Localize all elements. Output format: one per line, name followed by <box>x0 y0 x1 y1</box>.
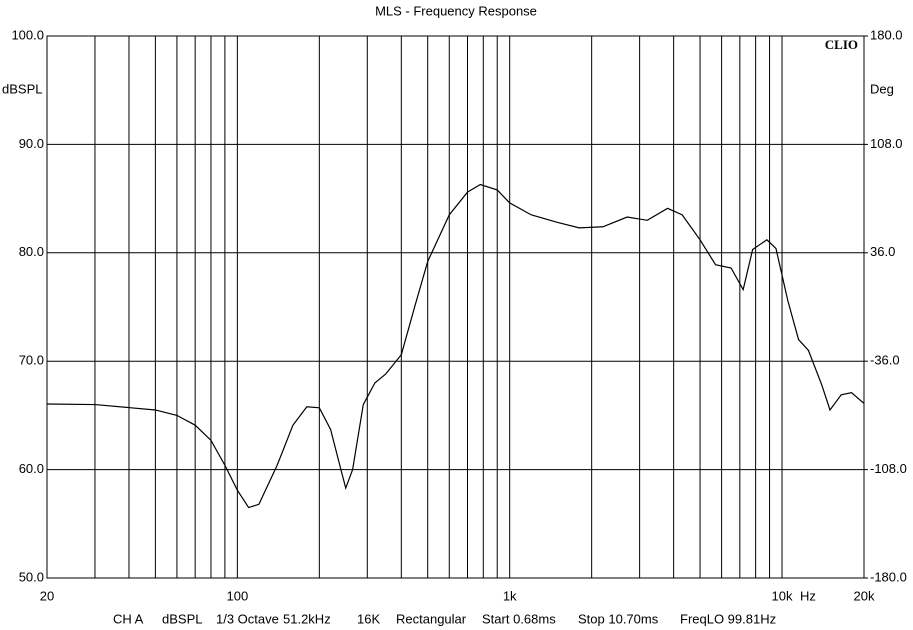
y2-tick-label: 108.0 <box>870 136 903 151</box>
footer-info: Stop 10.70ms <box>578 611 659 626</box>
x-tick-label: 20k <box>854 588 875 603</box>
footer-info: 1/3 Octave <box>216 611 279 626</box>
y-tick-label: 100.0 <box>11 27 44 42</box>
footer-info: Rectangular <box>396 611 467 626</box>
y-tick-label: 90.0 <box>19 136 44 151</box>
y-tick-label: 50.0 <box>19 569 44 584</box>
footer-info: 16K <box>357 611 380 626</box>
y2-tick-label: -108.0 <box>870 461 907 476</box>
y2-tick-label: -36.0 <box>870 353 900 368</box>
y-tick-label: 80.0 <box>19 244 44 259</box>
y-tick-label: 70.0 <box>19 353 44 368</box>
brand-label: CLIO <box>825 37 858 52</box>
y-tick-label: 60.0 <box>19 461 44 476</box>
y-axis-label: dBSPL <box>2 81 42 96</box>
plot-frame <box>46 35 865 579</box>
x-tick-label: 1k <box>503 588 517 603</box>
y2-tick-label: 36.0 <box>870 244 895 259</box>
x-tick-label: 20 <box>40 588 54 603</box>
chart-title: MLS - Frequency Response <box>375 3 537 18</box>
footer-info: CH A <box>113 611 144 626</box>
response-curve <box>46 183 865 509</box>
y2-tick-label: -180.0 <box>870 569 907 584</box>
footer-info: 51.2kHz <box>283 611 331 626</box>
y2-axis-label: Deg <box>870 81 894 96</box>
x-unit-label: Hz <box>800 588 816 603</box>
x-tick-label: 10k <box>772 588 793 603</box>
x-tick-label: 100 <box>227 588 249 603</box>
footer-info: dBSPL <box>162 611 202 626</box>
footer-info: FreqLO 99.81Hz <box>680 611 776 626</box>
y2-tick-label: 180.0 <box>870 27 903 42</box>
footer-info: Start 0.68ms <box>482 611 556 626</box>
